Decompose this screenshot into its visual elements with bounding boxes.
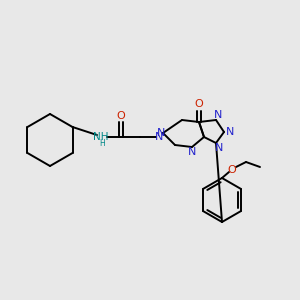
Text: N: N [226,127,234,137]
Text: NH: NH [93,132,109,142]
Text: N: N [188,147,196,157]
Text: O: O [117,111,125,121]
Text: O: O [195,99,203,109]
Text: N: N [214,110,222,120]
Text: H: H [99,139,105,148]
Text: O: O [228,165,236,175]
Text: N: N [215,143,223,153]
Text: N: N [157,128,165,138]
Text: N: N [155,132,163,142]
